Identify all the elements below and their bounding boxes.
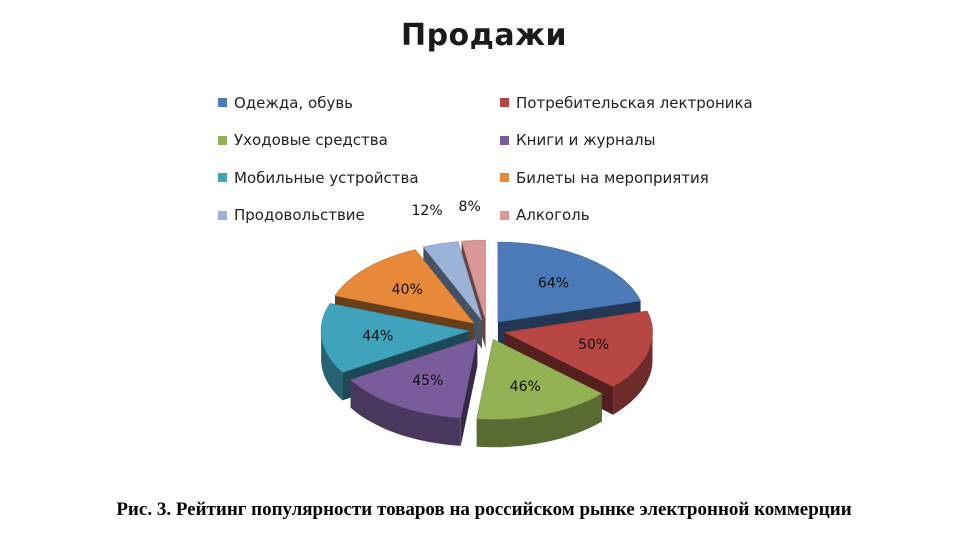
legend-item: Билеты на мероприятия bbox=[500, 159, 818, 197]
data-label: 45% bbox=[412, 373, 443, 389]
legend-swatch bbox=[218, 98, 227, 108]
legend-label: Мобильные устройства bbox=[234, 168, 419, 187]
data-label: 12% bbox=[412, 203, 443, 219]
pie-chart: 64% 50% 46% 45% 44% 40% 12% 8% bbox=[320, 199, 653, 448]
legend-label: Книги и журналы bbox=[516, 131, 656, 150]
data-label: 40% bbox=[392, 282, 423, 298]
legend-swatch bbox=[500, 173, 509, 183]
legend-label: Потребительская лектроника bbox=[516, 93, 753, 112]
legend-item: Продовольствие bbox=[218, 197, 500, 235]
data-label: 46% bbox=[510, 379, 541, 395]
legend-label: Билеты на мероприятия bbox=[516, 168, 709, 187]
data-label: 64% bbox=[538, 276, 569, 292]
legend-swatch bbox=[500, 135, 509, 145]
legend-item: Мобильные устройства bbox=[218, 159, 500, 197]
chart-title: Продажи bbox=[400, 18, 568, 53]
legend-label: Алкоголь bbox=[516, 206, 590, 225]
legend-item: Потребительская лектроника bbox=[500, 84, 818, 122]
data-label: 8% bbox=[459, 199, 481, 215]
pie-slice bbox=[350, 337, 478, 446]
data-label: 44% bbox=[362, 329, 393, 345]
legend: Одежда, обувь Потребительская лектроника У… bbox=[218, 84, 818, 234]
legend-label: Продовольствие bbox=[234, 206, 365, 225]
legend-swatch bbox=[500, 98, 509, 108]
legend-item: Алкоголь bbox=[500, 197, 818, 235]
legend-item: Уходовые средства bbox=[218, 122, 500, 160]
pie-slice bbox=[476, 338, 603, 448]
figure-caption: Рис. 3. Рейтинг популярности товаров на … bbox=[116, 499, 852, 520]
legend-label: Одежда, обувь bbox=[234, 93, 354, 112]
data-label: 50% bbox=[578, 337, 609, 353]
legend-label: Уходовые средства bbox=[234, 131, 388, 150]
legend-item: Книги и журналы bbox=[500, 122, 818, 160]
legend-swatch bbox=[218, 173, 227, 183]
legend-item: Одежда, обувь bbox=[218, 84, 500, 122]
legend-swatch bbox=[218, 135, 227, 145]
legend-swatch bbox=[218, 210, 227, 220]
legend-swatch bbox=[500, 210, 509, 220]
